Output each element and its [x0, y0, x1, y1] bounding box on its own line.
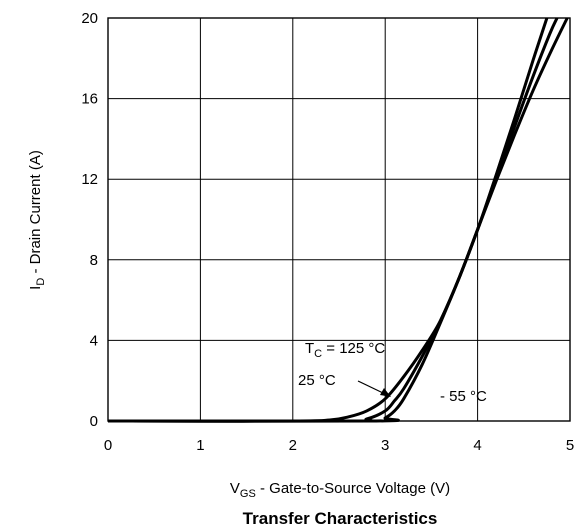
series-line-1 [107, 17, 559, 423]
x-tick-label: 4 [473, 437, 481, 454]
y-tick-label: 0 [90, 413, 98, 430]
y-axis-label: ID - Drain Current (A) [27, 150, 47, 290]
y-tick-labels: 0 4 8 12 16 20 [81, 10, 98, 430]
annotation-minus-55c: - 55 °C [440, 388, 487, 405]
x-tick-labels: 0 1 2 3 4 5 [104, 437, 574, 454]
chart-title: Transfer Characteristics [243, 509, 438, 528]
x-tick-label: 1 [196, 437, 204, 454]
y-tick-label: 12 [81, 171, 98, 188]
annotation-arrowhead [380, 388, 391, 397]
grid-lines [108, 18, 570, 421]
x-tick-label: 2 [289, 437, 297, 454]
annotation-arrow-line [357, 380, 384, 394]
y-tick-label: 8 [90, 252, 98, 269]
y-tick-label: 16 [81, 91, 98, 108]
series-line-2 [107, 17, 549, 423]
annotation-tc-125: TC = 125 °C [305, 340, 385, 360]
y-tick-label: 20 [81, 10, 98, 27]
annotation-25c: 25 °C [298, 372, 336, 389]
y-tick-label: 4 [90, 332, 98, 349]
series-line-0 [107, 17, 569, 423]
x-axis-label: VGS - Gate-to-Source Voltage (V) [230, 480, 450, 500]
x-tick-label: 0 [104, 437, 112, 454]
x-tick-label: 5 [566, 437, 574, 454]
plot-frame [107, 17, 571, 422]
data-curves [107, 17, 569, 423]
x-tick-label: 3 [381, 437, 389, 454]
